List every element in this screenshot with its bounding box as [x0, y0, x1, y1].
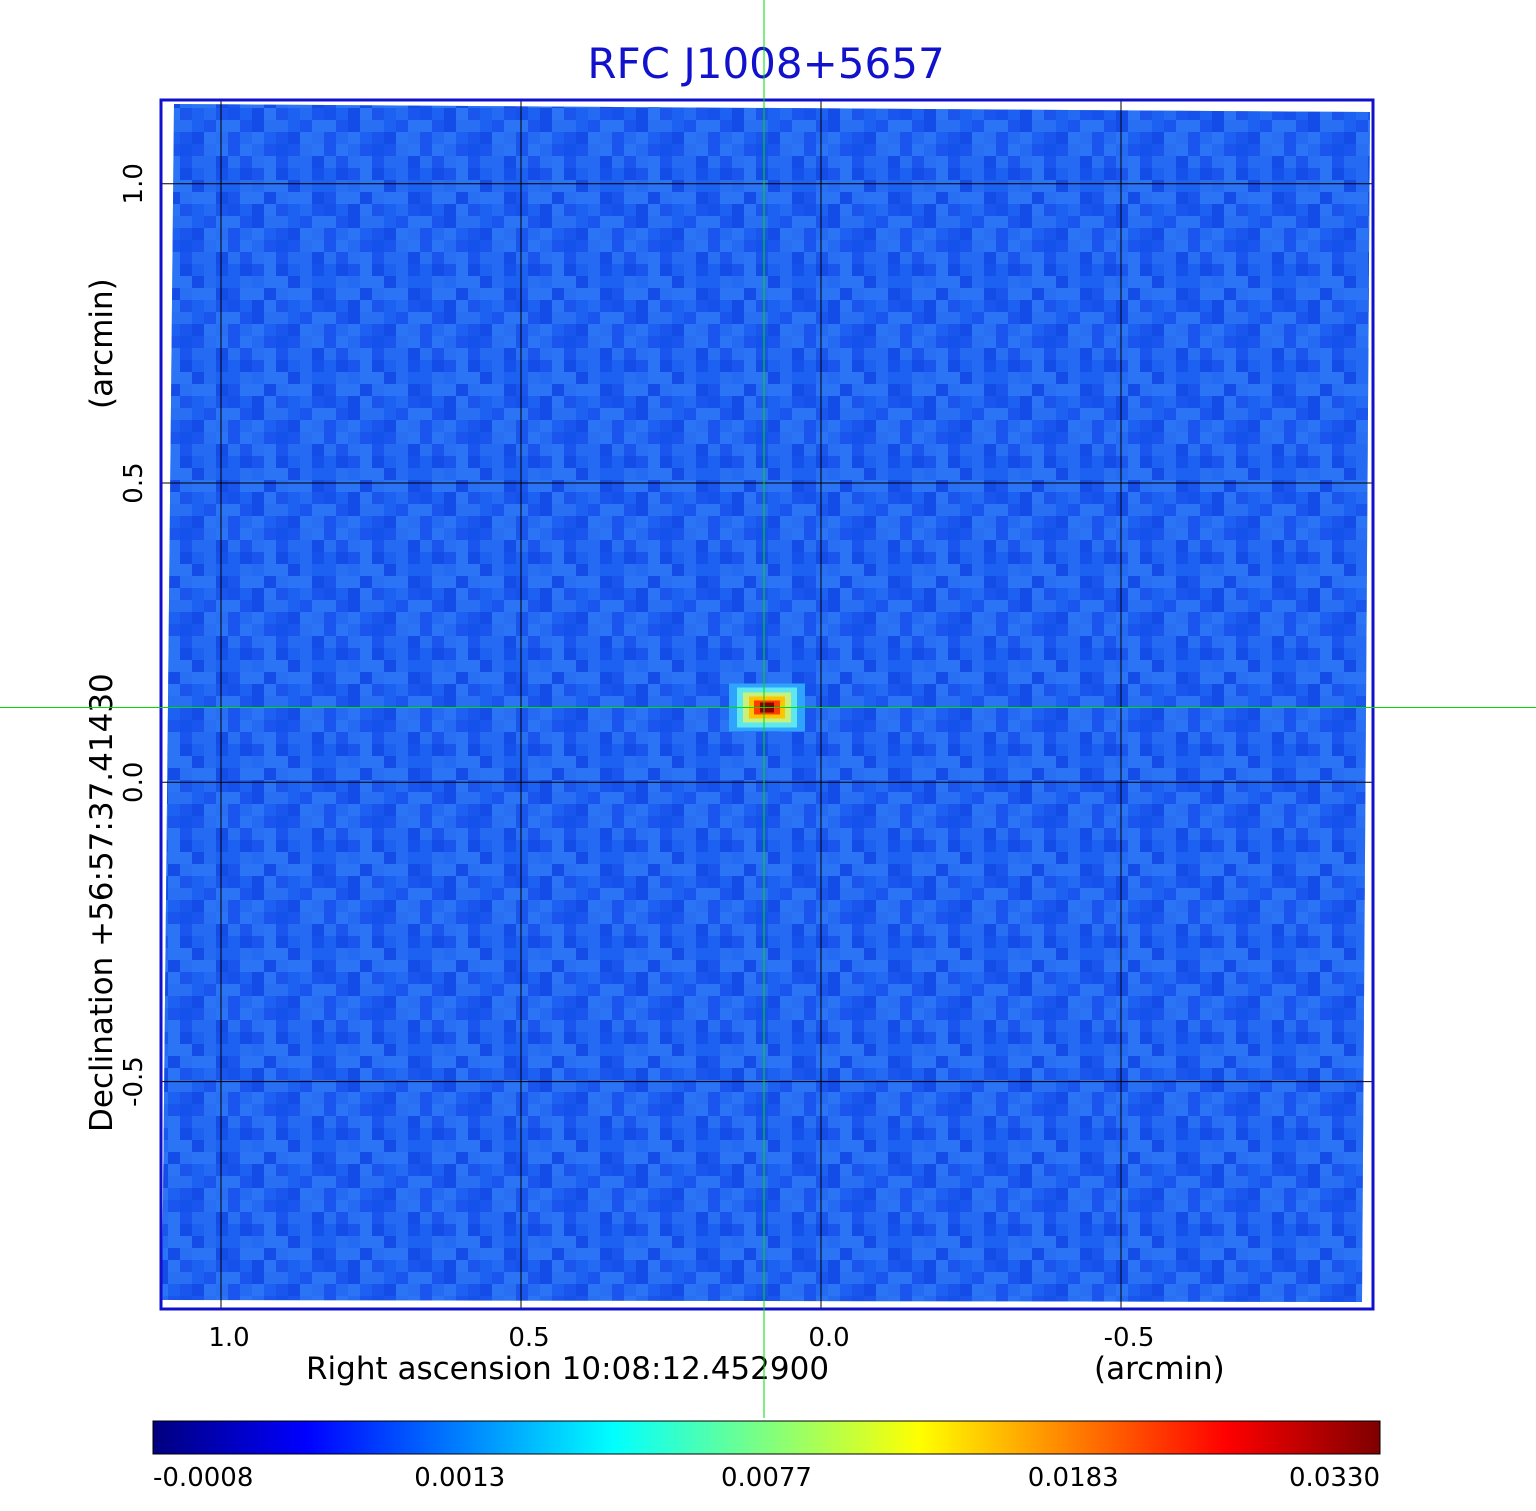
- y-tick-labels: 1.0 0.5 0.0 -0.5: [119, 163, 149, 1107]
- y-axis-unit: (arcmin): [84, 278, 120, 409]
- colorbar: [152, 1420, 1381, 1455]
- plot-frame: [159, 98, 1375, 1311]
- colorbar-tick-label: 0.0330: [1289, 1463, 1380, 1493]
- y-tick-label: 0.0: [119, 762, 149, 803]
- x-tick-label: 0.0: [808, 1323, 849, 1353]
- colorbar-tick-label: 0.0077: [721, 1463, 812, 1493]
- y-tick-label: -0.5: [119, 1056, 149, 1107]
- coordinate-grid: [161, 100, 1373, 1309]
- x-tick-label: 1.0: [208, 1323, 249, 1353]
- colorbar-tick-label: 0.0013: [414, 1463, 505, 1493]
- x-tick-label: 0.5: [508, 1323, 549, 1353]
- y-axis-label: Declination +56:57:37.41430: [84, 673, 120, 1132]
- x-axis-label: Right ascension 10:08:12.452900: [306, 1351, 829, 1387]
- x-tick-label: -0.5: [1104, 1323, 1155, 1353]
- crosshair: [0, 0, 1536, 1418]
- y-tick-label: 1.0: [119, 163, 149, 204]
- colorbar-tick-labels: -0.0008 0.0013 0.0077 0.0183 0.0330: [153, 1463, 1380, 1493]
- y-tick-label: 0.5: [119, 462, 149, 503]
- colorbar-tick-label: 0.0183: [1028, 1463, 1119, 1493]
- chart-title: RFC J1008+5657: [587, 39, 944, 88]
- colorbar-tick-label: -0.0008: [153, 1463, 253, 1493]
- map-area: [162, 104, 1370, 1302]
- x-axis-unit: (arcmin): [1094, 1351, 1225, 1387]
- x-tick-labels: 1.0 0.5 0.0 -0.5: [208, 1323, 1154, 1353]
